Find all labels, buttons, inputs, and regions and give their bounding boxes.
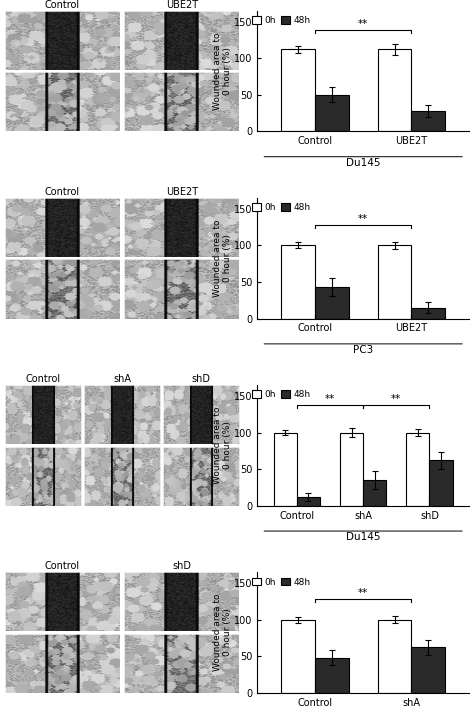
Text: PC3: PC3 <box>353 345 374 355</box>
Title: Control: Control <box>45 0 80 10</box>
Legend: 0h, 48h: 0h, 48h <box>251 390 311 400</box>
Text: **: ** <box>358 588 368 598</box>
Title: shA: shA <box>113 374 131 384</box>
Bar <box>411 308 445 319</box>
Bar <box>281 49 315 132</box>
Title: Control: Control <box>45 561 80 571</box>
Bar <box>315 287 349 319</box>
Title: Control: Control <box>45 187 80 197</box>
Text: PC3: PC3 <box>112 550 132 560</box>
Bar <box>297 497 320 506</box>
Y-axis label: Wounded area to
0 hour (%): Wounded area to 0 hour (%) <box>213 33 232 110</box>
Title: shD: shD <box>191 374 210 384</box>
Bar <box>315 658 349 693</box>
Bar <box>429 460 453 506</box>
Bar <box>411 111 445 132</box>
Bar <box>273 433 297 506</box>
Y-axis label: Wounded area to
0 hour (%): Wounded area to 0 hour (%) <box>213 594 232 671</box>
Title: UBE2T: UBE2T <box>166 0 198 10</box>
Text: **: ** <box>358 214 368 223</box>
Title: UBE2T: UBE2T <box>166 187 198 197</box>
Text: PC3: PC3 <box>112 176 132 186</box>
Text: **: ** <box>358 19 368 29</box>
Text: Du145: Du145 <box>346 158 381 168</box>
Text: **: ** <box>391 394 401 404</box>
Title: shD: shD <box>172 561 191 571</box>
Bar <box>378 49 411 132</box>
Text: Du145: Du145 <box>346 532 381 542</box>
Bar <box>378 619 411 693</box>
Legend: 0h, 48h: 0h, 48h <box>251 15 311 26</box>
Bar <box>411 648 445 693</box>
Bar <box>406 433 429 506</box>
Title: Control: Control <box>25 374 60 384</box>
Bar <box>281 245 315 319</box>
Legend: 0h, 48h: 0h, 48h <box>251 202 311 213</box>
Y-axis label: Wounded area to
0 hour (%): Wounded area to 0 hour (%) <box>213 407 232 484</box>
Text: Du145: Du145 <box>105 363 139 373</box>
Bar <box>315 95 349 132</box>
Text: **: ** <box>325 394 335 404</box>
Bar <box>363 480 386 506</box>
Bar <box>281 619 315 693</box>
Bar <box>340 433 363 506</box>
Y-axis label: Wounded area to
0 hour (%): Wounded area to 0 hour (%) <box>213 219 232 297</box>
Bar <box>378 245 411 319</box>
Legend: 0h, 48h: 0h, 48h <box>251 577 311 588</box>
